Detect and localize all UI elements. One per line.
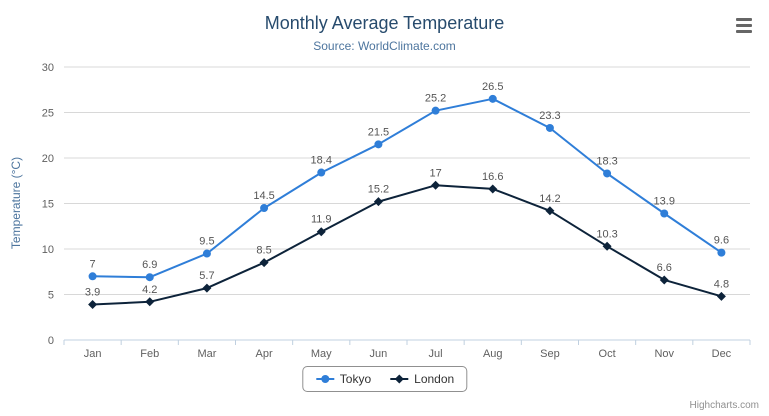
tokyo-data-label: 23.3 (539, 110, 560, 122)
london-point-marker[interactable] (202, 283, 212, 293)
x-axis-tick-label: Apr (256, 348, 273, 360)
legend-item-london[interactable]: London (389, 372, 454, 386)
tokyo-data-label: 14.5 (253, 190, 274, 202)
london-data-label: 4.8 (714, 278, 729, 290)
london-data-label: 10.3 (596, 228, 617, 240)
y-axis-tick-label: 10 (42, 244, 54, 256)
tokyo-point-marker[interactable] (431, 106, 440, 115)
context-menu-button[interactable] (731, 15, 757, 36)
london-data-label: 14.2 (539, 193, 560, 205)
chart-subtitle: Source: WorldClimate.com (313, 39, 456, 53)
london-data-label: 16.6 (482, 171, 503, 183)
tokyo-series-line[interactable] (92, 97, 722, 279)
tokyo-point-marker[interactable] (145, 273, 154, 282)
legend-label: London (414, 372, 455, 386)
y-axis-tick-label: 0 (48, 335, 54, 347)
legend-item-tokyo[interactable]: Tokyo (315, 372, 371, 386)
tokyo-data-label: 18.4 (311, 155, 332, 167)
london-data-label: 8.5 (256, 245, 271, 257)
hamburger-icon (736, 18, 752, 21)
tokyo-point-marker[interactable] (603, 169, 612, 178)
london-point-marker[interactable] (373, 197, 383, 207)
tokyo-data-label: 6.9 (142, 259, 157, 271)
y-axis-tick-label: 15 (42, 199, 54, 211)
tokyo-point-marker[interactable] (488, 94, 497, 103)
london-point-marker[interactable] (488, 184, 498, 194)
tokyo-point-marker[interactable] (202, 249, 211, 258)
tokyo-legend-symbol (315, 375, 334, 383)
tokyo-point-marker[interactable] (660, 209, 669, 218)
tokyo-data-label: 9.5 (199, 236, 214, 248)
london-legend-symbol (390, 374, 409, 384)
x-axis-tick-label: Dec (712, 348, 732, 360)
tokyo-data-label: 9.6 (714, 235, 729, 247)
highcharts-credit[interactable]: Highcharts.com (689, 400, 759, 411)
london-point-marker[interactable] (602, 241, 612, 251)
hamburger-icon (736, 30, 752, 33)
y-axis-tick-label: 25 (42, 108, 54, 120)
london-data-label: 17 (429, 167, 441, 179)
tokyo-data-label: 18.3 (596, 155, 617, 167)
tokyo-point-marker[interactable] (260, 204, 269, 213)
y-axis-tick-label: 5 (48, 290, 54, 302)
london-point-marker[interactable] (145, 297, 155, 307)
tokyo-data-label: 7 (90, 258, 96, 270)
y-axis-tick-label: 30 (42, 62, 54, 74)
tokyo-point-marker[interactable] (545, 123, 554, 132)
y-axis-tick-label: 20 (42, 153, 54, 165)
tokyo-data-label: 25.2 (425, 93, 446, 105)
london-point-marker[interactable] (431, 180, 441, 190)
london-point-marker[interactable] (545, 206, 555, 216)
x-axis-tick-label: Feb (140, 348, 159, 360)
tokyo-data-label: 21.5 (368, 126, 389, 138)
diamond-marker-icon (394, 374, 404, 384)
london-data-label: 5.7 (199, 270, 214, 282)
x-axis-tick-label: Jan (84, 348, 102, 360)
x-axis-tick-label: Mar (197, 348, 216, 360)
tokyo-data-label: 26.5 (482, 81, 503, 93)
legend: Tokyo London (301, 366, 468, 392)
x-axis-tick-label: Jul (429, 348, 443, 360)
tokyo-data-label: 13.9 (654, 196, 675, 208)
tokyo-point-marker[interactable] (374, 140, 383, 149)
london-data-label: 6.6 (657, 262, 672, 274)
tokyo-point-marker[interactable] (717, 248, 726, 257)
london-series-line[interactable] (92, 184, 722, 306)
london-point-marker[interactable] (88, 300, 98, 310)
london-point-marker[interactable] (716, 291, 726, 301)
london-data-label: 4.2 (142, 284, 157, 296)
legend-label: Tokyo (339, 372, 372, 386)
x-axis-tick-label: May (311, 348, 332, 360)
x-axis-tick-label: Sep (540, 348, 560, 360)
circle-marker-icon (320, 375, 329, 383)
x-axis-tick-label: Jun (370, 348, 388, 360)
london-point-marker[interactable] (259, 258, 269, 268)
chart-title: Monthly Average Temperature (264, 13, 505, 33)
tokyo-point-marker[interactable] (317, 168, 326, 177)
x-axis-tick-label: Oct (599, 348, 616, 360)
london-point-marker[interactable] (659, 275, 669, 285)
x-axis-tick-label: Aug (483, 348, 503, 360)
hamburger-icon (736, 24, 752, 27)
london-data-label: 15.2 (368, 184, 389, 196)
london-data-label: 11.9 (311, 214, 332, 226)
london-point-marker[interactable] (316, 227, 326, 237)
london-data-label: 3.9 (85, 287, 100, 299)
x-axis-tick-label: Nov (654, 348, 674, 360)
tokyo-point-marker[interactable] (88, 272, 97, 281)
